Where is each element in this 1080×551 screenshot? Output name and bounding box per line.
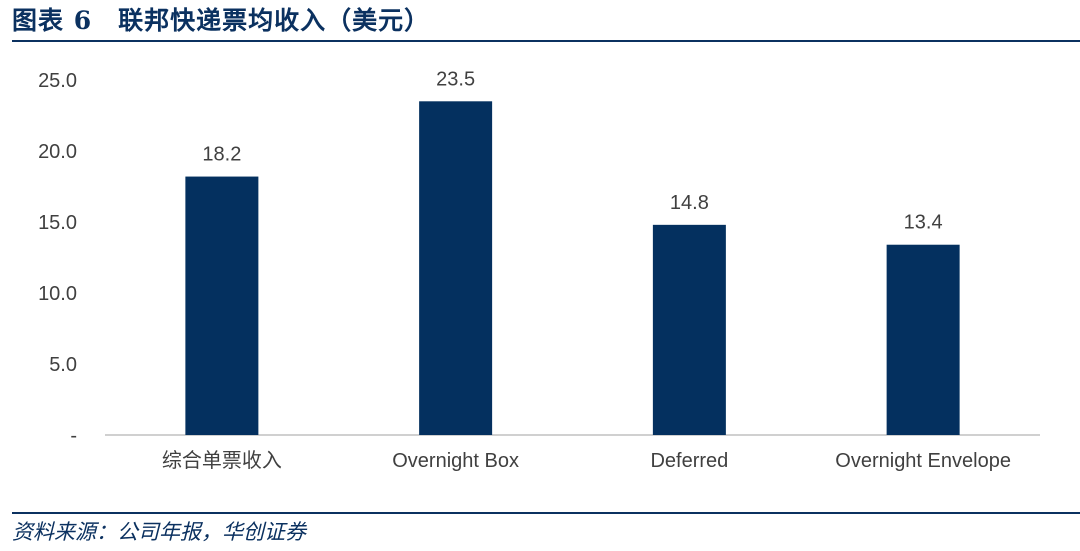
y-tick-label: - [70, 425, 77, 447]
bars [185, 101, 960, 436]
bar [652, 224, 726, 435]
bar [419, 101, 493, 436]
value-label: 23.5 [436, 68, 475, 90]
category-label: Overnight Envelope [835, 450, 1011, 472]
bar-chart: - 5.0 10.0 15.0 20.0 25.0 18.2 23.5 14.8 13.4 综合… [38, 68, 1040, 472]
value-label: 14.8 [670, 192, 709, 214]
value-label: 13.4 [904, 212, 943, 234]
source-note: 资料来源：公司年报，华创证券 [12, 520, 306, 544]
y-tick-label: 10.0 [38, 283, 77, 305]
x-axis-labels: 综合单票收入 Overnight Box Deferred Overnight Env… [162, 449, 1011, 472]
y-tick-label: 25.0 [38, 70, 77, 92]
bar [886, 244, 960, 435]
y-tick-label: 15.0 [38, 212, 77, 234]
bar [185, 176, 259, 435]
value-labels: 18.2 23.5 14.8 13.4 [202, 68, 942, 233]
category-label: 综合单票收入 [162, 449, 282, 472]
category-label: Overnight Box [392, 450, 519, 472]
category-label: Deferred [650, 450, 728, 472]
title-underline [12, 40, 1080, 42]
footer-rule [12, 512, 1080, 514]
value-label: 18.2 [202, 144, 241, 166]
y-axis-ticks: - 5.0 10.0 15.0 20.0 25.0 [38, 70, 77, 447]
y-tick-label: 5.0 [49, 354, 77, 376]
y-tick-label: 20.0 [38, 141, 77, 163]
chart-title: 图表 6 联邦快递票均收入（美元） [12, 6, 431, 35]
